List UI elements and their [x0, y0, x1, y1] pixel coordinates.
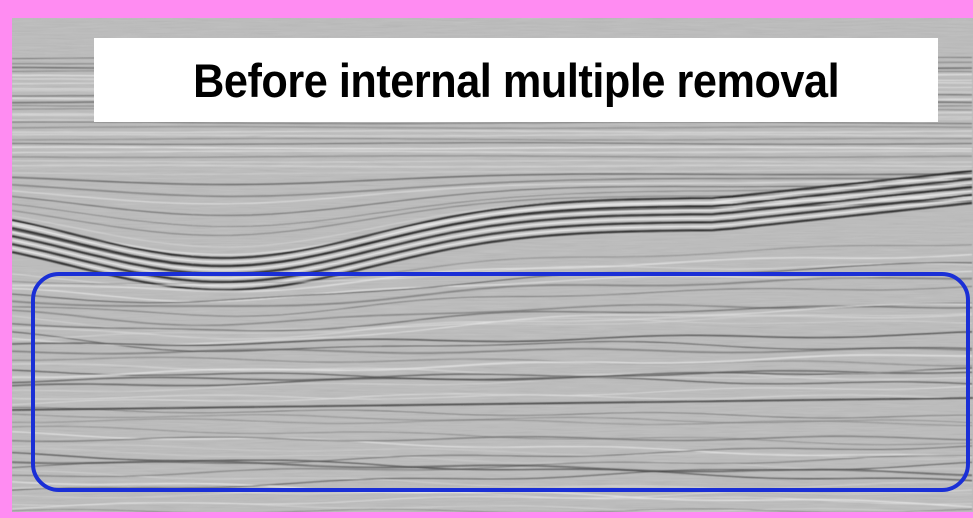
image-title: Before internal multiple removal	[192, 53, 840, 107]
highlight-region-outline	[31, 272, 970, 492]
seismic-section-image: Before internal multiple removal	[12, 18, 973, 512]
title-banner: Before internal multiple removal	[94, 38, 938, 122]
